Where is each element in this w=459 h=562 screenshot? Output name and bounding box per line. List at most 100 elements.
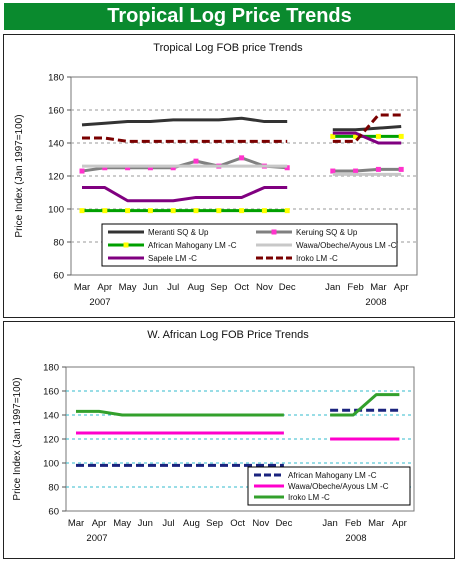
legend-label-meranti-sq-up: Meranti SQ & Up [148, 228, 209, 237]
chart-panel-west-african: W. African Log FOB Price Trends 60 80 100 12… [3, 321, 455, 559]
y-tick-label: 120 [48, 172, 64, 183]
series-line-keruing-sq-up [332, 167, 402, 173]
y-tick-label: 60 [48, 507, 59, 518]
chart-panel-tropical: Tropical Log FOB price Trends 60 80 100 120 1… [3, 34, 455, 318]
y-tick-label: 120 [43, 435, 59, 446]
data-point-african-mahogany-lm-c [239, 208, 245, 214]
year-label-2008: 2008 [365, 297, 386, 308]
x-tick-label: Mar [370, 282, 386, 293]
series-line-iroko-lm-c [332, 113, 402, 143]
y-axis-label: Price Index (Jan 1997=100) [14, 114, 25, 237]
y-tick-label: 100 [48, 205, 64, 216]
data-point-african-mahogany-lm-c [193, 208, 199, 214]
y-tick-label: 80 [48, 483, 59, 494]
x-tick-label: Nov [252, 518, 269, 529]
legend-label-african-mahogany-lm-c: African Mahogany LM -C [288, 471, 377, 480]
x-tick-label: Dec [279, 282, 296, 293]
year-label-2007: 2007 [86, 533, 107, 544]
data-point-african-mahogany-lm-c [375, 133, 381, 139]
y-tick-label: 60 [53, 271, 64, 282]
legend-marker-african-mahogany-lm-c [123, 242, 129, 248]
x-tick-label: Aug [183, 518, 200, 529]
page-title: Tropical Log Price Trends [4, 3, 455, 30]
legend-label-african-mahogany-lm-c: African Mahogany LM -C [148, 241, 237, 250]
legend-label-sapele-lm-c: Sapele LM -C [148, 254, 197, 263]
data-point-african-mahogany-lm-c [102, 208, 108, 214]
x-tick-label: Feb [345, 518, 361, 529]
data-point-keruing-sq-up [79, 168, 85, 174]
series-line-sapele-lm-c [82, 186, 288, 203]
data-point-keruing-sq-up [375, 166, 381, 172]
series-line-meranti-sq-up [81, 116, 288, 127]
y-tick-label: 80 [53, 238, 64, 249]
x-tick-label: Apr [97, 282, 112, 293]
legend-label-wawa-obeche-ayous-lm-c: Wawa/Obeche/Ayous LM -C [296, 241, 397, 250]
y-tick-label: 160 [48, 106, 64, 117]
x-tick-label: Jul [162, 518, 174, 529]
data-point-african-mahogany-lm-c [147, 208, 153, 214]
data-point-african-mahogany-lm-c [261, 208, 267, 214]
legend-box [101, 223, 398, 267]
data-point-keruing-sq-up [239, 155, 245, 161]
x-tick-label: Oct [230, 518, 245, 529]
x-tick-label: Mar [68, 518, 84, 529]
legend-marker-keruing-sq-up [271, 229, 277, 235]
x-tick-label: Dec [275, 518, 292, 529]
y-tick-label: 180 [48, 73, 64, 84]
x-tick-label: Sep [206, 518, 223, 529]
y-tick-label: 180 [43, 363, 59, 374]
x-tick-label: Jan [322, 518, 337, 529]
chart-west-african-log-fob: W. African Log FOB Price Trends 60 80 100 12… [12, 329, 415, 544]
year-label-2007: 2007 [89, 297, 110, 308]
series-line-sapele-lm-c [332, 131, 402, 145]
x-tick-label: Nov [256, 282, 273, 293]
data-point-keruing-sq-up [193, 158, 199, 164]
data-point-keruing-sq-up [398, 166, 404, 172]
y-tick-label: 140 [48, 139, 64, 150]
x-tick-label: Jun [138, 518, 153, 529]
data-point-african-mahogany-lm-c [284, 208, 290, 214]
x-tick-label: Apr [92, 518, 107, 529]
legend-label-iroko-lm-c: Iroko LM -C [296, 254, 338, 263]
legend-label-keruing-sq-up: Keruing SQ & Up [296, 228, 358, 237]
x-tick-label: Apr [392, 518, 407, 529]
data-point-african-mahogany-lm-c [330, 133, 336, 139]
data-point-african-mahogany-lm-c [353, 133, 359, 139]
y-axis-label: Price Index (Jan 1997=100) [12, 377, 23, 500]
data-point-african-mahogany-lm-c [79, 208, 85, 214]
data-point-keruing-sq-up [170, 165, 176, 171]
data-point-keruing-sq-up [330, 168, 336, 174]
series-line-iroko-lm-c [76, 409, 284, 417]
x-tick-label: Feb [347, 282, 363, 293]
x-tick-label: Apr [394, 282, 409, 293]
y-tick-label: 140 [43, 411, 59, 422]
x-tick-label: Sep [210, 282, 227, 293]
chart-tropical-log-fob: Tropical Log FOB price Trends 60 80 100 120 1… [14, 42, 418, 308]
data-point-african-mahogany-lm-c [216, 208, 222, 214]
data-point-keruing-sq-up [125, 165, 131, 171]
data-point-keruing-sq-up [102, 165, 108, 171]
data-point-african-mahogany-lm-c [125, 208, 131, 214]
series-line-iroko-lm-c [82, 136, 288, 143]
legend-label-iroko-lm-c: Iroko LM -C [288, 493, 330, 502]
series-line-keruing-sq-up [81, 156, 288, 173]
chart-title: W. African Log FOB Price Trends [147, 329, 309, 341]
data-point-keruing-sq-up [353, 168, 359, 174]
x-tick-label: Jan [325, 282, 340, 293]
legend-label-wawa-obeche-ayous-lm-c: Wawa/Obeche/Ayous LM -C [288, 482, 389, 491]
chart-title: Tropical Log FOB price Trends [153, 42, 303, 54]
data-point-keruing-sq-up [147, 165, 153, 171]
data-point-african-mahogany-lm-c [398, 133, 404, 139]
x-tick-label: Jul [167, 282, 179, 293]
x-tick-label: Mar [74, 282, 90, 293]
y-tick-label: 100 [43, 459, 59, 470]
data-point-african-mahogany-lm-c [170, 208, 176, 214]
series-line-iroko-lm-c [330, 393, 400, 417]
y-tick-label: 160 [43, 387, 59, 398]
data-point-keruing-sq-up [284, 165, 290, 171]
x-tick-label: May [119, 282, 137, 293]
x-tick-label: Oct [234, 282, 249, 293]
year-label-2008: 2008 [345, 533, 366, 544]
x-tick-label: Jun [143, 282, 158, 293]
x-tick-label: Mar [368, 518, 384, 529]
